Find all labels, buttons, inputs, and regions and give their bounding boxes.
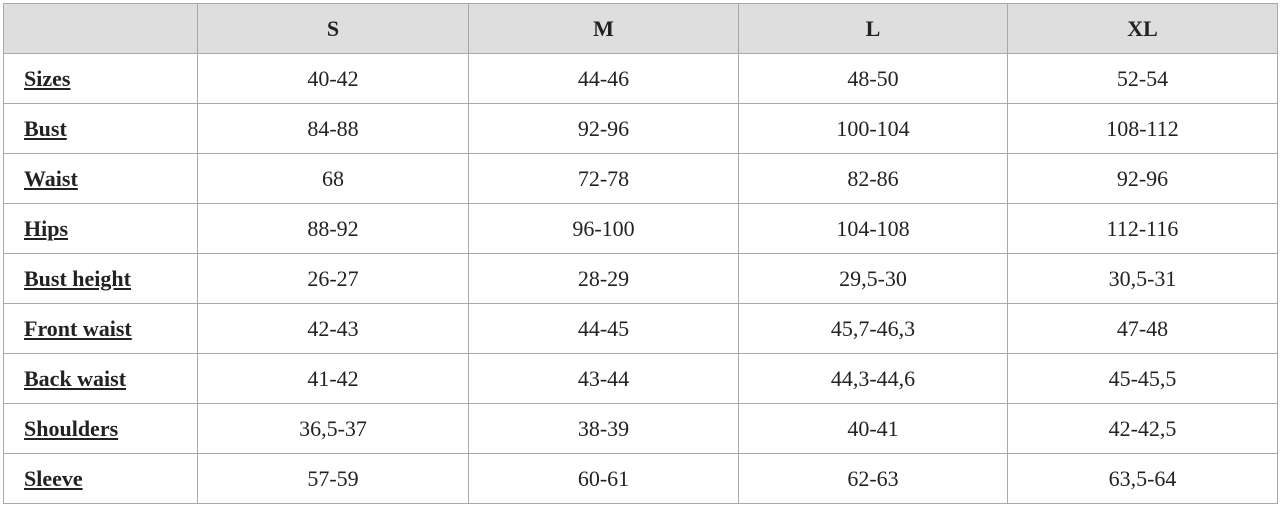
header-row: S M L XL	[3, 3, 1278, 54]
table-cell: 43-44	[468, 353, 739, 404]
column-header: M	[468, 3, 739, 54]
table-cell: 40-41	[738, 403, 1008, 454]
row-label: Sizes	[3, 53, 198, 104]
row-label: Back waist	[3, 353, 198, 404]
table-cell: 26-27	[197, 253, 469, 304]
table-cell: 108-112	[1007, 103, 1278, 154]
table-cell: 63,5-64	[1007, 453, 1278, 504]
table-cell: 68	[197, 153, 469, 204]
size-table: S M L XL Sizes 40-42 44-46 48-50 52-54 Bust 84-88…	[3, 3, 1278, 504]
table-cell: 92-96	[468, 103, 739, 154]
table-cell: 72-78	[468, 153, 739, 204]
column-header: XL	[1007, 3, 1278, 54]
table-cell: 88-92	[197, 203, 469, 254]
table-cell: 44-45	[468, 303, 739, 354]
row-label: Hips	[3, 203, 198, 254]
table-cell: 44-46	[468, 53, 739, 104]
table-cell: 100-104	[738, 103, 1008, 154]
table-cell: 41-42	[197, 353, 469, 404]
table-cell: 47-48	[1007, 303, 1278, 354]
table-cell: 112-116	[1007, 203, 1278, 254]
table-body: Sizes 40-42 44-46 48-50 52-54 Bust 84-88 92-96 1…	[3, 53, 1278, 504]
row-label: Sleeve	[3, 453, 198, 504]
table-cell: 40-42	[197, 53, 469, 104]
column-header: L	[738, 3, 1008, 54]
table-cell: 38-39	[468, 403, 739, 454]
table-cell: 92-96	[1007, 153, 1278, 204]
table-row: Front waist 42-43 44-45 45,7-46,3 47-48	[3, 303, 1278, 354]
table-cell: 84-88	[197, 103, 469, 154]
table-cell: 30,5-31	[1007, 253, 1278, 304]
table-cell: 42-42,5	[1007, 403, 1278, 454]
table-head: S M L XL	[3, 3, 1278, 54]
table-row: Back waist 41-42 43-44 44,3-44,6 45-45,5	[3, 353, 1278, 404]
table-cell: 62-63	[738, 453, 1008, 504]
table-cell: 45,7-46,3	[738, 303, 1008, 354]
table-cell: 104-108	[738, 203, 1008, 254]
corner-cell	[3, 3, 198, 54]
row-label: Shoulders	[3, 403, 198, 454]
table-cell: 36,5-37	[197, 403, 469, 454]
table-cell: 60-61	[468, 453, 739, 504]
table-cell: 42-43	[197, 303, 469, 354]
row-label: Bust	[3, 103, 198, 154]
table-row: Bust height 26-27 28-29 29,5-30 30,5-31	[3, 253, 1278, 304]
table-row: Bust 84-88 92-96 100-104 108-112	[3, 103, 1278, 154]
table-cell: 96-100	[468, 203, 739, 254]
column-header: S	[197, 3, 469, 54]
table-row: Sleeve 57-59 60-61 62-63 63,5-64	[3, 453, 1278, 504]
table-cell: 48-50	[738, 53, 1008, 104]
row-label: Front waist	[3, 303, 198, 354]
table-row: Sizes 40-42 44-46 48-50 52-54	[3, 53, 1278, 104]
table-row: Shoulders 36,5-37 38-39 40-41 42-42,5	[3, 403, 1278, 454]
table-cell: 57-59	[197, 453, 469, 504]
table-cell: 28-29	[468, 253, 739, 304]
table-cell: 29,5-30	[738, 253, 1008, 304]
table-row: Hips 88-92 96-100 104-108 112-116	[3, 203, 1278, 254]
table-cell: 44,3-44,6	[738, 353, 1008, 404]
table-cell: 45-45,5	[1007, 353, 1278, 404]
table-row: Waist 68 72-78 82-86 92-96	[3, 153, 1278, 204]
row-label: Waist	[3, 153, 198, 204]
table-cell: 52-54	[1007, 53, 1278, 104]
row-label: Bust height	[3, 253, 198, 304]
table-cell: 82-86	[738, 153, 1008, 204]
